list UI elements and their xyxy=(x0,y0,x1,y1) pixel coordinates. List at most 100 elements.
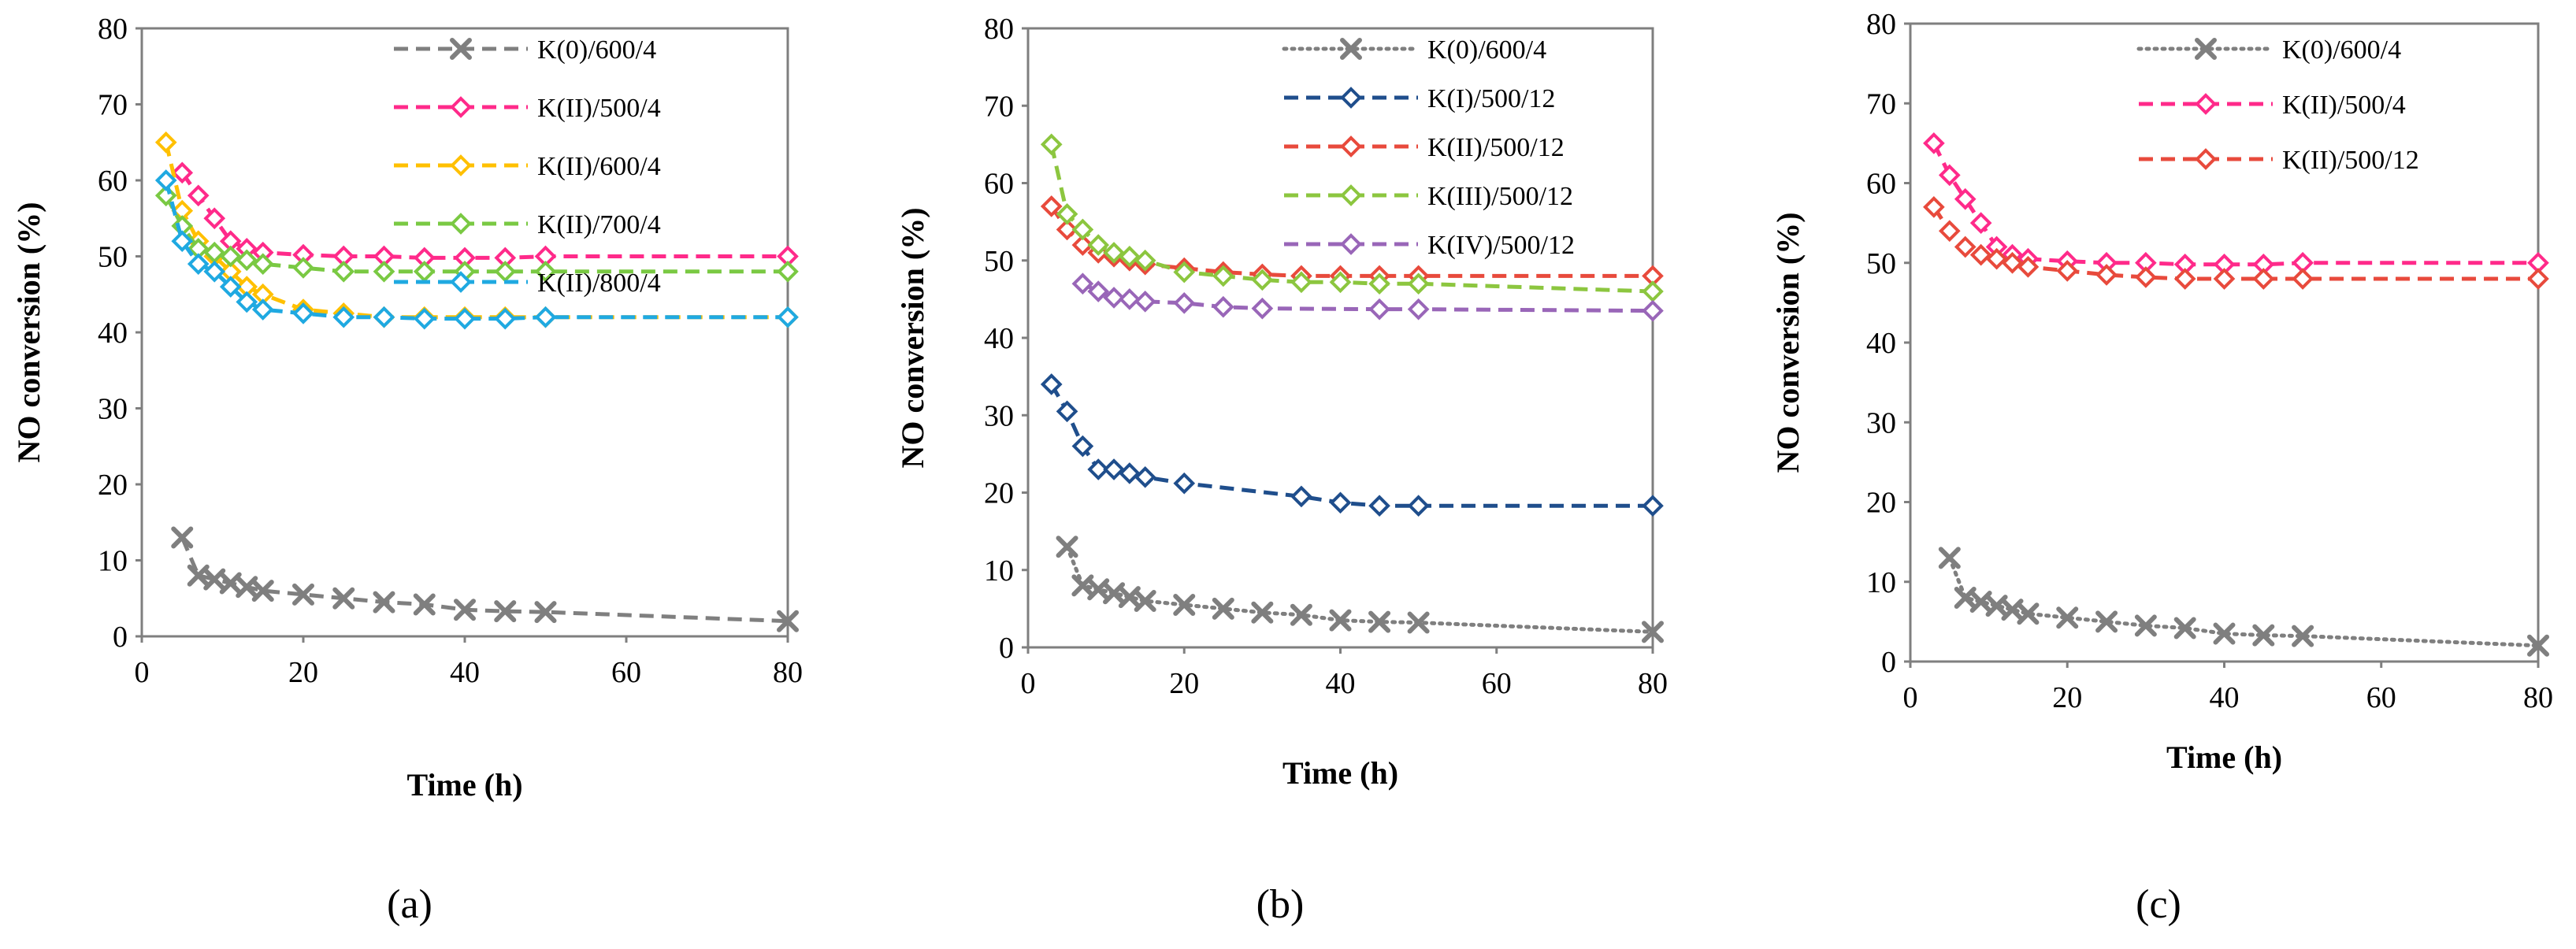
data-point xyxy=(1954,235,1977,258)
data-point xyxy=(777,260,799,283)
data-point xyxy=(2173,268,2196,290)
data-point xyxy=(1119,462,1141,484)
data-point xyxy=(1290,603,1312,626)
legend-entry: K(0)/600/4 xyxy=(1282,35,1546,65)
data-point xyxy=(1173,291,1196,314)
data-point xyxy=(332,587,355,610)
data-point xyxy=(1923,196,1945,218)
data-point xyxy=(292,257,314,279)
panel-label: (b) xyxy=(1256,882,1305,927)
data-point xyxy=(2001,251,2024,274)
plot-area-frame xyxy=(1026,27,1654,649)
data-point xyxy=(534,601,557,624)
y-tick-label: 80 xyxy=(1866,8,1896,41)
legend-entry: K(II)/500/4 xyxy=(2139,91,2406,120)
data-point xyxy=(1642,299,1664,322)
legend-entry: K(III)/500/12 xyxy=(1284,182,1573,211)
data-point xyxy=(1087,280,1110,302)
x-axis-title: Time (h) xyxy=(406,767,522,803)
data-point xyxy=(1290,271,1312,294)
data-point xyxy=(1985,247,2008,270)
data-point xyxy=(1040,195,1063,217)
data-point xyxy=(1954,187,1977,210)
y-tick-label: 40 xyxy=(98,317,128,350)
legend-label: K(II)/500/4 xyxy=(537,94,661,123)
data-point xyxy=(1290,485,1312,508)
data-point xyxy=(1407,298,1430,321)
data-point xyxy=(2527,268,2549,290)
data-point xyxy=(1368,610,1391,633)
data-point xyxy=(171,526,194,549)
legend-marker xyxy=(450,271,472,293)
data-point xyxy=(1056,536,1078,558)
data-point xyxy=(1103,242,1125,264)
y-axis-title: NO conversion (%) xyxy=(895,207,930,468)
data-point xyxy=(1071,234,1094,256)
data-point xyxy=(1134,290,1156,313)
data-point xyxy=(2213,622,2236,645)
data-point xyxy=(413,260,436,283)
data-point xyxy=(2252,268,2275,290)
x-tick-label: 60 xyxy=(611,656,641,689)
data-point xyxy=(2135,266,2157,288)
y-tick-label: 70 xyxy=(984,90,1014,123)
y-tick-label: 10 xyxy=(1866,566,1896,599)
data-point xyxy=(1134,466,1156,488)
data-point xyxy=(1407,495,1430,517)
legend-label: K(I)/500/12 xyxy=(1427,84,1555,113)
data-point xyxy=(2017,255,2040,278)
legend-label: K(II)/500/12 xyxy=(1427,133,1565,162)
y-tick-label: 40 xyxy=(1866,327,1896,360)
x-tick-label: 0 xyxy=(1903,681,1918,714)
data-point xyxy=(1134,249,1156,272)
data-point xyxy=(2095,610,2118,633)
data-point xyxy=(1212,597,1234,620)
legend-marker xyxy=(1340,233,1362,255)
panel-label: (a) xyxy=(387,882,432,927)
series-1 xyxy=(171,526,799,632)
x-tick-label: 80 xyxy=(2523,681,2553,714)
data-point xyxy=(219,276,242,298)
series-2 xyxy=(171,161,799,269)
legend-entry: K(II)/700/4 xyxy=(394,210,661,239)
series-line xyxy=(1947,555,2541,648)
data-point xyxy=(1329,491,1352,514)
y-tick-label: 20 xyxy=(98,469,128,502)
series-5 xyxy=(1071,272,1664,322)
data-point xyxy=(1407,611,1430,634)
legend-marker xyxy=(450,213,472,235)
legend-entry: K(II)/800/4 xyxy=(394,269,661,298)
legend-label: K(II)/500/12 xyxy=(2282,146,2419,175)
data-point xyxy=(777,306,799,328)
legend-marker xyxy=(450,38,472,60)
data-point xyxy=(2056,260,2079,282)
data-point xyxy=(1642,495,1664,517)
data-point xyxy=(1056,202,1078,225)
data-point xyxy=(1173,472,1196,495)
data-point xyxy=(1368,495,1390,517)
data-point xyxy=(251,580,274,602)
data-point xyxy=(2213,268,2236,290)
legend-entry: K(0)/600/4 xyxy=(2136,35,2401,65)
y-tick-label: 10 xyxy=(984,554,1014,588)
data-point xyxy=(534,306,557,328)
y-tick-label: 70 xyxy=(1866,87,1896,120)
data-point xyxy=(1329,271,1352,294)
data-point xyxy=(171,161,194,184)
series-2 xyxy=(1040,373,1664,517)
data-point xyxy=(292,583,314,606)
data-point xyxy=(1407,272,1430,295)
y-axis-title: NO conversion (%) xyxy=(11,202,46,462)
y-tick-label: 0 xyxy=(1881,646,1896,679)
panel-label: (c) xyxy=(2136,882,2181,927)
data-point xyxy=(494,600,517,623)
legend-marker xyxy=(1340,135,1362,158)
series-line xyxy=(180,536,789,624)
chart-panel-1: 0 10 20 30 40 50 60 70 80 0 20 40 60 80 Time (h) NO con… xyxy=(11,13,803,927)
series-line xyxy=(180,171,788,260)
data-point xyxy=(1134,590,1156,613)
y-tick-label: 0 xyxy=(999,632,1014,665)
series-line xyxy=(1082,281,1654,313)
data-point xyxy=(1103,458,1125,480)
legend-label: K(0)/600/4 xyxy=(537,35,656,65)
